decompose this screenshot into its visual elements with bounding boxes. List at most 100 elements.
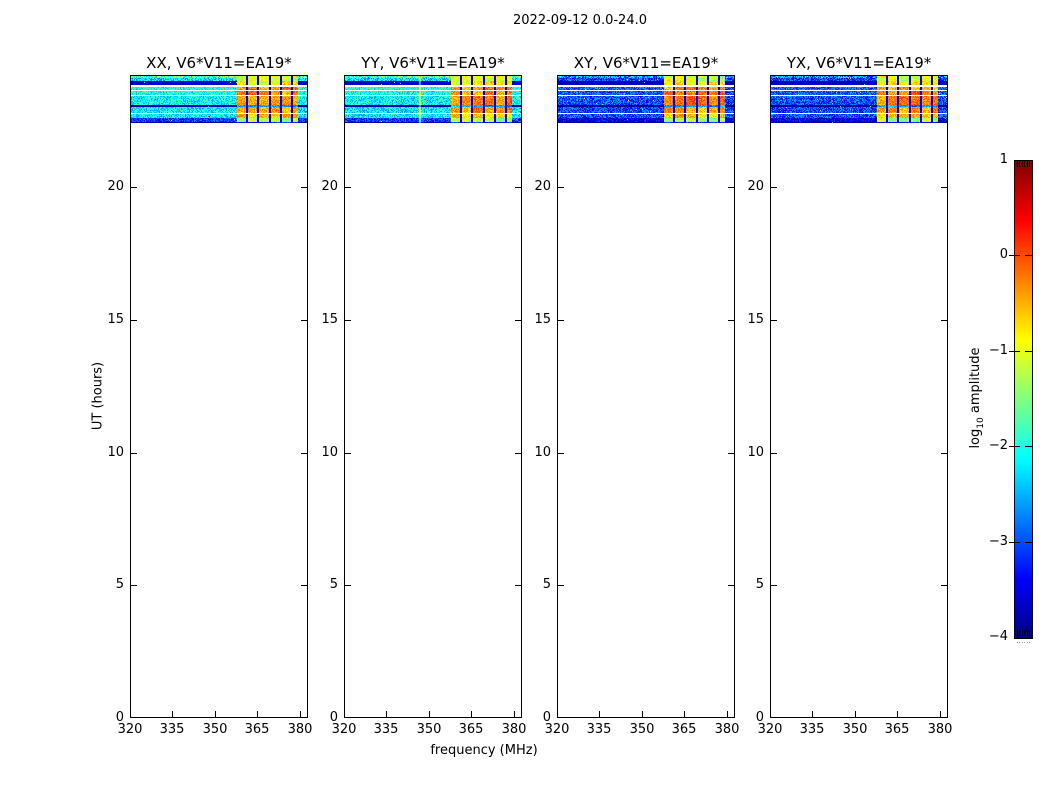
colorbar-end-comb-mark <box>1029 630 1030 636</box>
y-tick-mark <box>771 453 777 454</box>
y-tick-label: 5 <box>755 577 764 592</box>
y-tick-label: 15 <box>534 312 551 327</box>
x-tick-label: 365 <box>244 722 270 737</box>
x-tick-label: 335 <box>799 722 825 737</box>
colorbar-axis-label: log10 amplitude <box>968 347 986 448</box>
y-tick-mark <box>515 320 521 321</box>
x-tick-mark <box>727 711 728 717</box>
y-tick-mark <box>771 187 777 188</box>
colorbar-tick-mark <box>1025 446 1032 447</box>
colorbar-end-comb-mark <box>1019 161 1021 167</box>
colorbar-tick-mark <box>1009 446 1020 447</box>
x-tick-mark <box>855 711 856 717</box>
y-tick-mark <box>558 585 564 586</box>
y-tick-mark <box>558 187 564 188</box>
x-tick-label: 335 <box>159 722 185 737</box>
y-axis-label: UT (hours) <box>90 361 106 431</box>
colorbar-dotted-mark <box>1017 642 1018 643</box>
spectrogram-data-band-xx <box>131 76 307 123</box>
y-tick-label: 5 <box>115 577 124 592</box>
y-tick-label: 20 <box>321 179 338 194</box>
y-tick-mark <box>515 453 521 454</box>
y-tick-mark <box>301 187 307 188</box>
colorbar-label-sub: 10 <box>975 417 986 429</box>
y-tick-mark <box>301 585 307 586</box>
panel-title: YY, V6*V11=EA19* <box>361 54 505 72</box>
x-tick-mark <box>897 711 898 717</box>
y-tick-mark <box>131 320 137 321</box>
y-tick-label: 20 <box>747 179 764 194</box>
x-tick-label: 380 <box>287 722 313 737</box>
y-tick-mark <box>515 585 521 586</box>
x-tick-label: 320 <box>544 722 570 737</box>
y-tick-label: 0 <box>755 710 764 725</box>
x-tick-mark <box>172 711 173 717</box>
colorbar-end-comb-mark <box>1024 161 1026 167</box>
figure-title: 2022-09-12 0.0-24.0 <box>513 13 647 28</box>
y-tick-label: 20 <box>534 179 551 194</box>
y-tick-mark <box>558 320 564 321</box>
y-tick-mark <box>131 453 137 454</box>
colorbar-dotted-mark <box>1021 642 1023 643</box>
x-tick-label: 365 <box>458 722 484 737</box>
colorbar-end-comb-mark <box>1024 630 1026 636</box>
y-tick-label: 15 <box>107 312 124 327</box>
y-tick-mark <box>345 453 351 454</box>
colorbar-end-comb-mark <box>1017 630 1018 636</box>
colorbar-tick-mark <box>1009 255 1020 256</box>
y-tick-mark <box>345 187 351 188</box>
y-tick-mark <box>771 585 777 586</box>
spectrogram-panel-xy <box>557 75 735 718</box>
y-tick-label: 0 <box>542 710 551 725</box>
y-tick-label: 20 <box>107 179 124 194</box>
colorbar-label-log: log <box>968 428 984 449</box>
y-tick-label: 0 <box>329 710 338 725</box>
colorbar-tick-mark <box>1025 255 1032 256</box>
spectrogram-panel-xx <box>130 75 308 718</box>
x-tick-mark <box>770 711 771 717</box>
y-tick-mark <box>941 187 947 188</box>
colorbar-tick-label: 1 <box>999 152 1008 167</box>
y-tick-mark <box>131 187 137 188</box>
x-tick-label: 350 <box>629 722 655 737</box>
panel-title: YX, V6*V11=EA19* <box>786 54 932 72</box>
y-tick-mark <box>941 453 947 454</box>
y-tick-label: 10 <box>534 445 551 460</box>
colorbar-end-comb-mark <box>1021 630 1023 636</box>
x-tick-label: 380 <box>714 722 740 737</box>
spectrogram-data-band-yy <box>345 76 521 123</box>
y-tick-mark <box>728 187 734 188</box>
colorbar-dotted-mark <box>1026 642 1028 643</box>
y-tick-label: 10 <box>321 445 338 460</box>
colorbar-tick-mark <box>1025 542 1032 543</box>
colorbar-gradient <box>1014 160 1033 639</box>
y-tick-mark <box>941 320 947 321</box>
spectrogram-data-band-yx <box>771 76 947 123</box>
colorbar-tick-mark <box>1009 351 1020 352</box>
x-tick-mark <box>130 711 131 717</box>
colorbar-tick-label: 0 <box>999 247 1008 262</box>
y-tick-mark <box>728 585 734 586</box>
colorbar-tick-label: −2 <box>988 438 1008 453</box>
y-tick-label: 10 <box>747 445 764 460</box>
x-tick-label: 320 <box>117 722 143 737</box>
panel-title: XX, V6*V11=EA19* <box>146 54 292 72</box>
x-tick-mark <box>940 711 941 717</box>
x-tick-mark <box>386 711 387 717</box>
y-tick-label: 15 <box>321 312 338 327</box>
x-tick-mark <box>300 711 301 717</box>
x-tick-mark <box>599 711 600 717</box>
panel-title: XY, V6*V11=EA19* <box>573 54 719 72</box>
colorbar-dotted-mark <box>1024 642 1026 643</box>
x-tick-mark <box>257 711 258 717</box>
y-tick-label: 15 <box>747 312 764 327</box>
colorbar-end-comb-mark <box>1021 161 1023 167</box>
x-tick-mark <box>215 711 216 717</box>
x-tick-label: 320 <box>757 722 783 737</box>
x-tick-label: 380 <box>501 722 527 737</box>
colorbar-end-comb-mark <box>1017 161 1018 167</box>
y-tick-mark <box>728 320 734 321</box>
x-tick-label: 350 <box>416 722 442 737</box>
y-tick-mark <box>301 320 307 321</box>
colorbar-end-comb-mark <box>1026 630 1028 636</box>
